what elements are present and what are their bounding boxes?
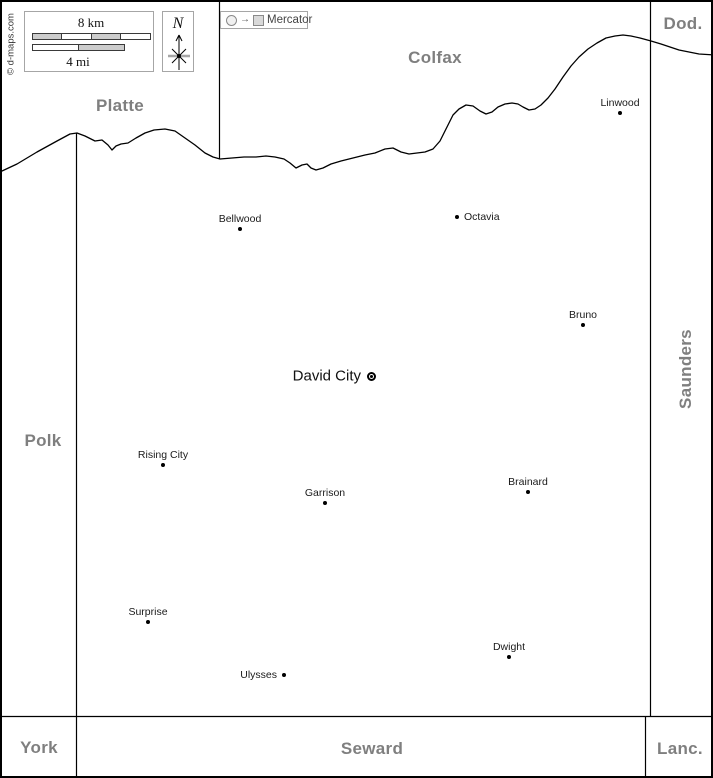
city-label: Bellwood [218, 213, 262, 225]
city-label: Brainard [508, 476, 548, 488]
city-label: Dwight [492, 641, 526, 653]
city-label: Surprise [128, 606, 168, 618]
projection-label: Mercator [267, 14, 313, 26]
county-label-dodge: Dod. [663, 14, 703, 33]
platte-river-line [2, 34, 711, 172]
county-label-seward: Seward [340, 739, 404, 758]
scale-box: 8 km 4 mi [24, 11, 154, 72]
city-label: Octavia [464, 211, 500, 223]
city-dot [145, 619, 151, 625]
county-label-polk: Polk [24, 431, 62, 450]
scale-bar-km [32, 33, 151, 40]
city-dot [617, 110, 623, 116]
city-dot [281, 672, 287, 678]
scale-km-label: 8 km [77, 15, 105, 30]
projection-globe-icon [226, 14, 237, 26]
city-label: David City [292, 367, 361, 385]
county-label-platte: Platte [95, 96, 145, 115]
north-indicator: N [162, 11, 194, 72]
scale-bar-mi [32, 44, 125, 51]
projection-arrow-icon: → [240, 14, 250, 25]
city-label: Rising City [137, 449, 189, 461]
city-dot [237, 226, 243, 232]
city-dot [322, 500, 328, 506]
compass-arrow-icon [168, 34, 190, 70]
city-dot [454, 214, 460, 220]
county-label-colfax: Colfax [408, 48, 462, 67]
projection-box: → Mercator [220, 11, 312, 29]
city-label: Ulysses [240, 669, 277, 681]
county-label-lancaster: Lanc. [657, 739, 703, 758]
city-dot [160, 462, 166, 468]
projection-square-icon [253, 14, 264, 26]
north-label: N [172, 15, 184, 32]
county-seat-marker-icon [366, 371, 376, 381]
county-label-saunders: Saunders [676, 329, 695, 409]
city-label: Bruno [568, 309, 598, 321]
city-label: Linwood [600, 97, 640, 109]
scale-mi-label: 4 mi [66, 54, 90, 69]
copyright: © d-maps.com [5, 13, 17, 75]
city-dot [506, 654, 512, 660]
county-label-york: York [20, 738, 58, 757]
city-dot [580, 322, 586, 328]
city-dot [525, 489, 531, 495]
city-label: Garrison [304, 487, 346, 499]
